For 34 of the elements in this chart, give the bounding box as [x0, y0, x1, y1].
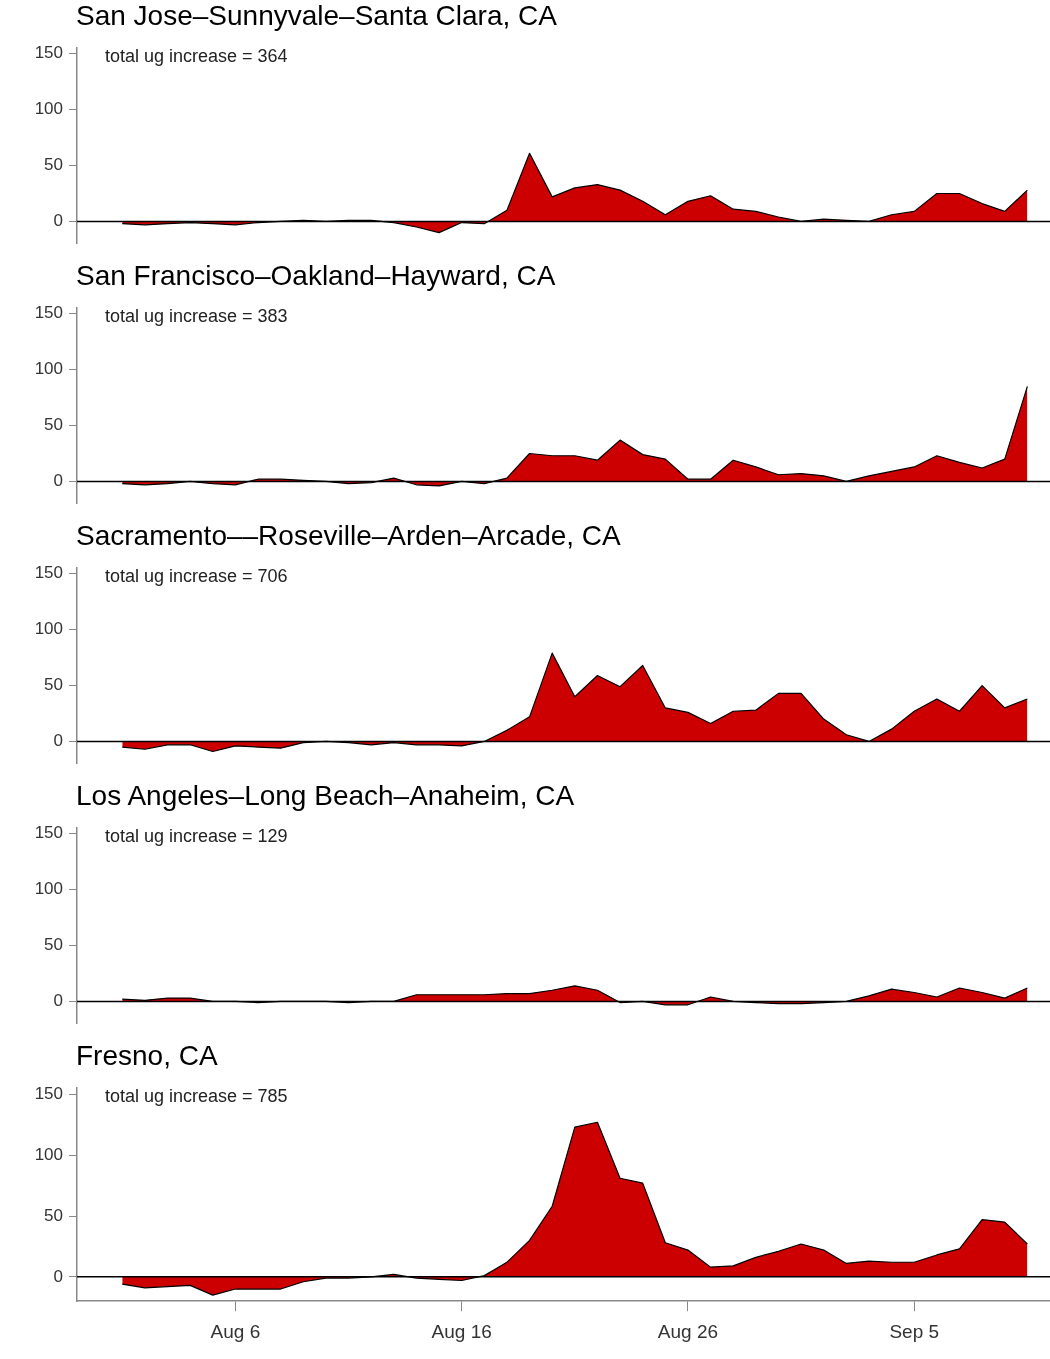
x-tick-label: Aug 26 — [657, 1320, 719, 1342]
y-tick-label: 50 — [44, 415, 63, 435]
annotation: total ug increase = 785 — [105, 1086, 288, 1107]
chart-title: San Jose–Sunnyvale–Santa Clara, CA — [75, 0, 558, 32]
annotation: total ug increase = 129 — [105, 826, 288, 847]
y-tick-label: 0 — [53, 471, 63, 491]
y-tick-label: 100 — [34, 1144, 63, 1164]
annotation: total ug increase = 383 — [105, 306, 288, 327]
y-tick-label: 150 — [34, 823, 63, 843]
y-tick-label: 150 — [34, 43, 63, 63]
y-tick-label: 0 — [53, 1266, 63, 1286]
y-tick-label: 100 — [34, 619, 63, 639]
annotation: total ug increase = 706 — [105, 566, 288, 587]
x-tick-label: Aug 6 — [210, 1320, 261, 1342]
x-tick-label: Sep 5 — [889, 1320, 940, 1342]
chart-title: Sacramento––Roseville–Arden–Arcade, CA — [75, 520, 622, 552]
x-tick-label: Aug 16 — [431, 1320, 492, 1342]
annotation: total ug increase = 364 — [105, 46, 288, 67]
y-tick-label: 100 — [34, 879, 63, 899]
y-tick-label: 100 — [34, 359, 63, 379]
y-tick-label: 150 — [34, 303, 63, 323]
y-tick-label: 50 — [44, 935, 63, 955]
chart-title: San Francisco–Oakland–Hayward, CA — [75, 260, 557, 292]
y-tick-label: 50 — [44, 1205, 63, 1225]
y-tick-label: 50 — [44, 155, 63, 175]
y-tick-label: 0 — [53, 731, 63, 751]
chart-title: Fresno, CA — [75, 1040, 219, 1072]
y-tick-label: 50 — [44, 675, 63, 695]
y-tick-label: 0 — [53, 211, 63, 231]
chart-title: Los Angeles–Long Beach–Anaheim, CA — [75, 780, 576, 812]
y-tick-label: 0 — [53, 991, 63, 1011]
y-tick-label: 100 — [34, 99, 63, 119]
y-tick-label: 150 — [34, 1083, 63, 1103]
y-tick-label: 150 — [34, 563, 63, 583]
